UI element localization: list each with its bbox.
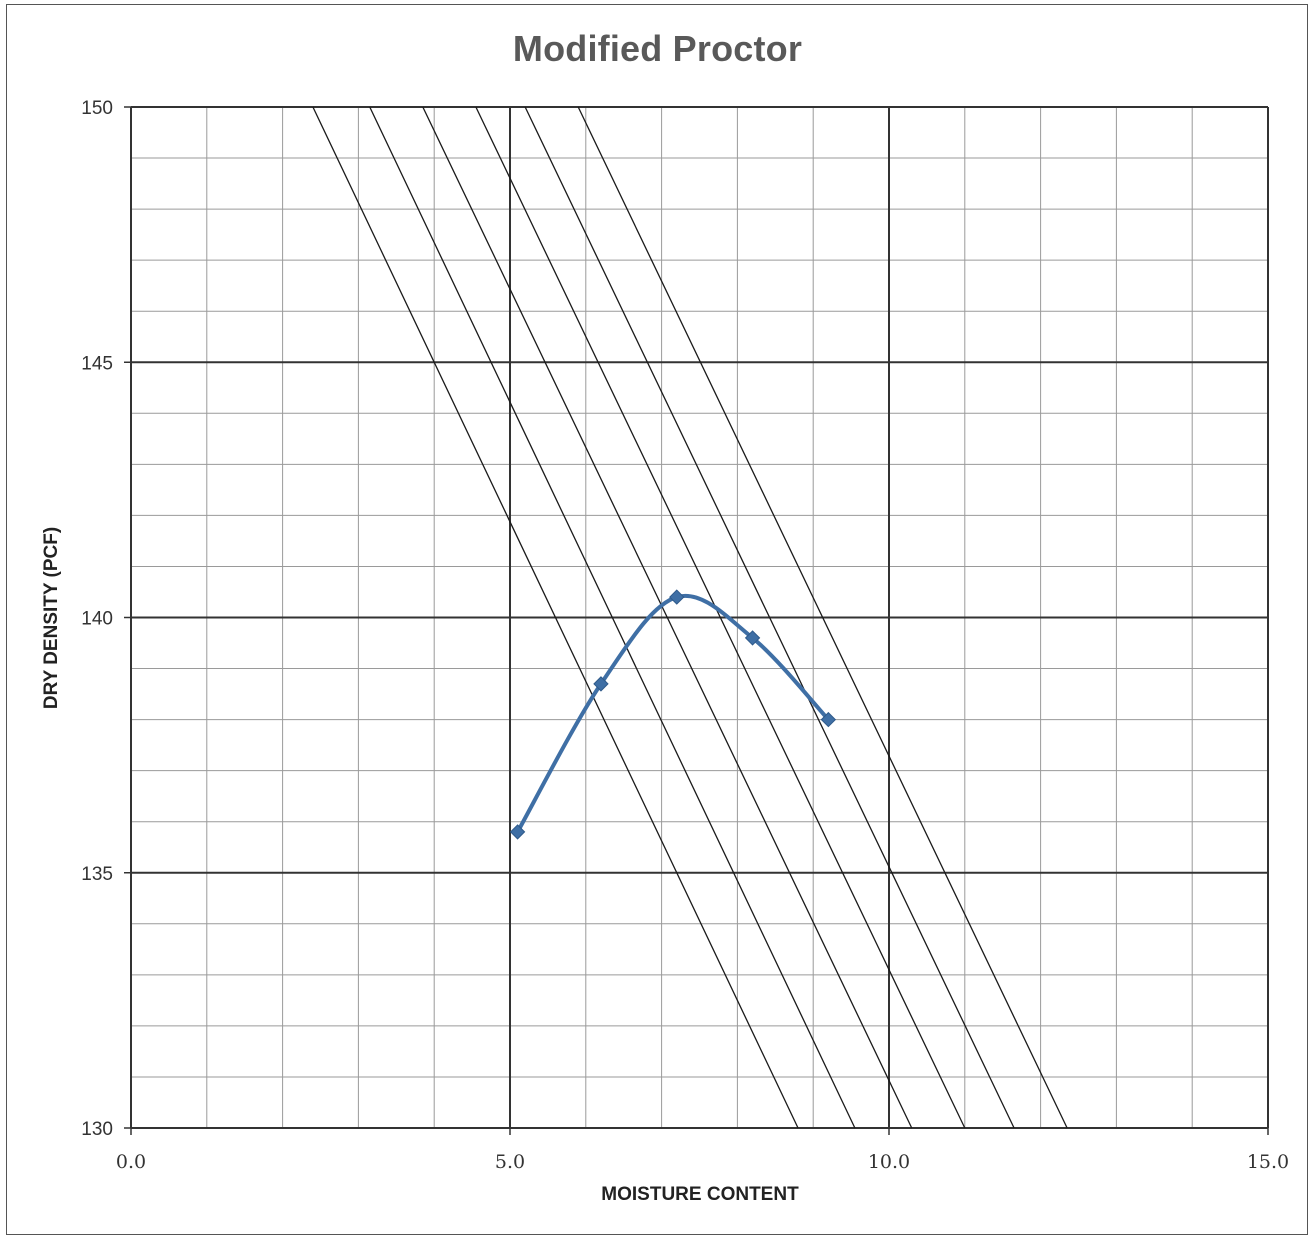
data-point (820, 711, 837, 728)
data-point (593, 676, 609, 692)
tick-labels: 130 135 140 145 150 0.0 5.0 10.0 15.0 (81, 98, 1289, 1173)
x-axis-title: MOISTURE CONTENT (601, 1184, 799, 1205)
reference-line-3 (422, 106, 913, 1129)
y-tick-label: 130 (81, 1119, 113, 1140)
reference-line-2 (369, 106, 856, 1129)
series-line (515, 593, 830, 833)
y-tick-label: 145 (81, 353, 113, 374)
data-point (669, 589, 685, 605)
reference-line-4 (475, 106, 966, 1129)
data-point (509, 824, 526, 840)
y-tick-label: 150 (81, 98, 113, 119)
x-tick-label: 0.0 (116, 1151, 146, 1173)
x-tick-label: 15.0 (1247, 1151, 1289, 1173)
x-tick-label: 5.0 (495, 1151, 525, 1173)
y-tick-label: 135 (81, 864, 113, 885)
data-point (744, 630, 761, 646)
data-series (509, 589, 837, 840)
x-tick-label: 10.0 (868, 1151, 910, 1173)
reference-lines (312, 106, 1068, 1129)
reference-line-1 (312, 106, 799, 1129)
y-tick-label: 140 (81, 609, 113, 630)
major-grid (124, 106, 1269, 1135)
reference-line-6 (577, 106, 1068, 1129)
reference-line-5 (524, 106, 1015, 1129)
chart-title: Modified Proctor (512, 28, 803, 69)
